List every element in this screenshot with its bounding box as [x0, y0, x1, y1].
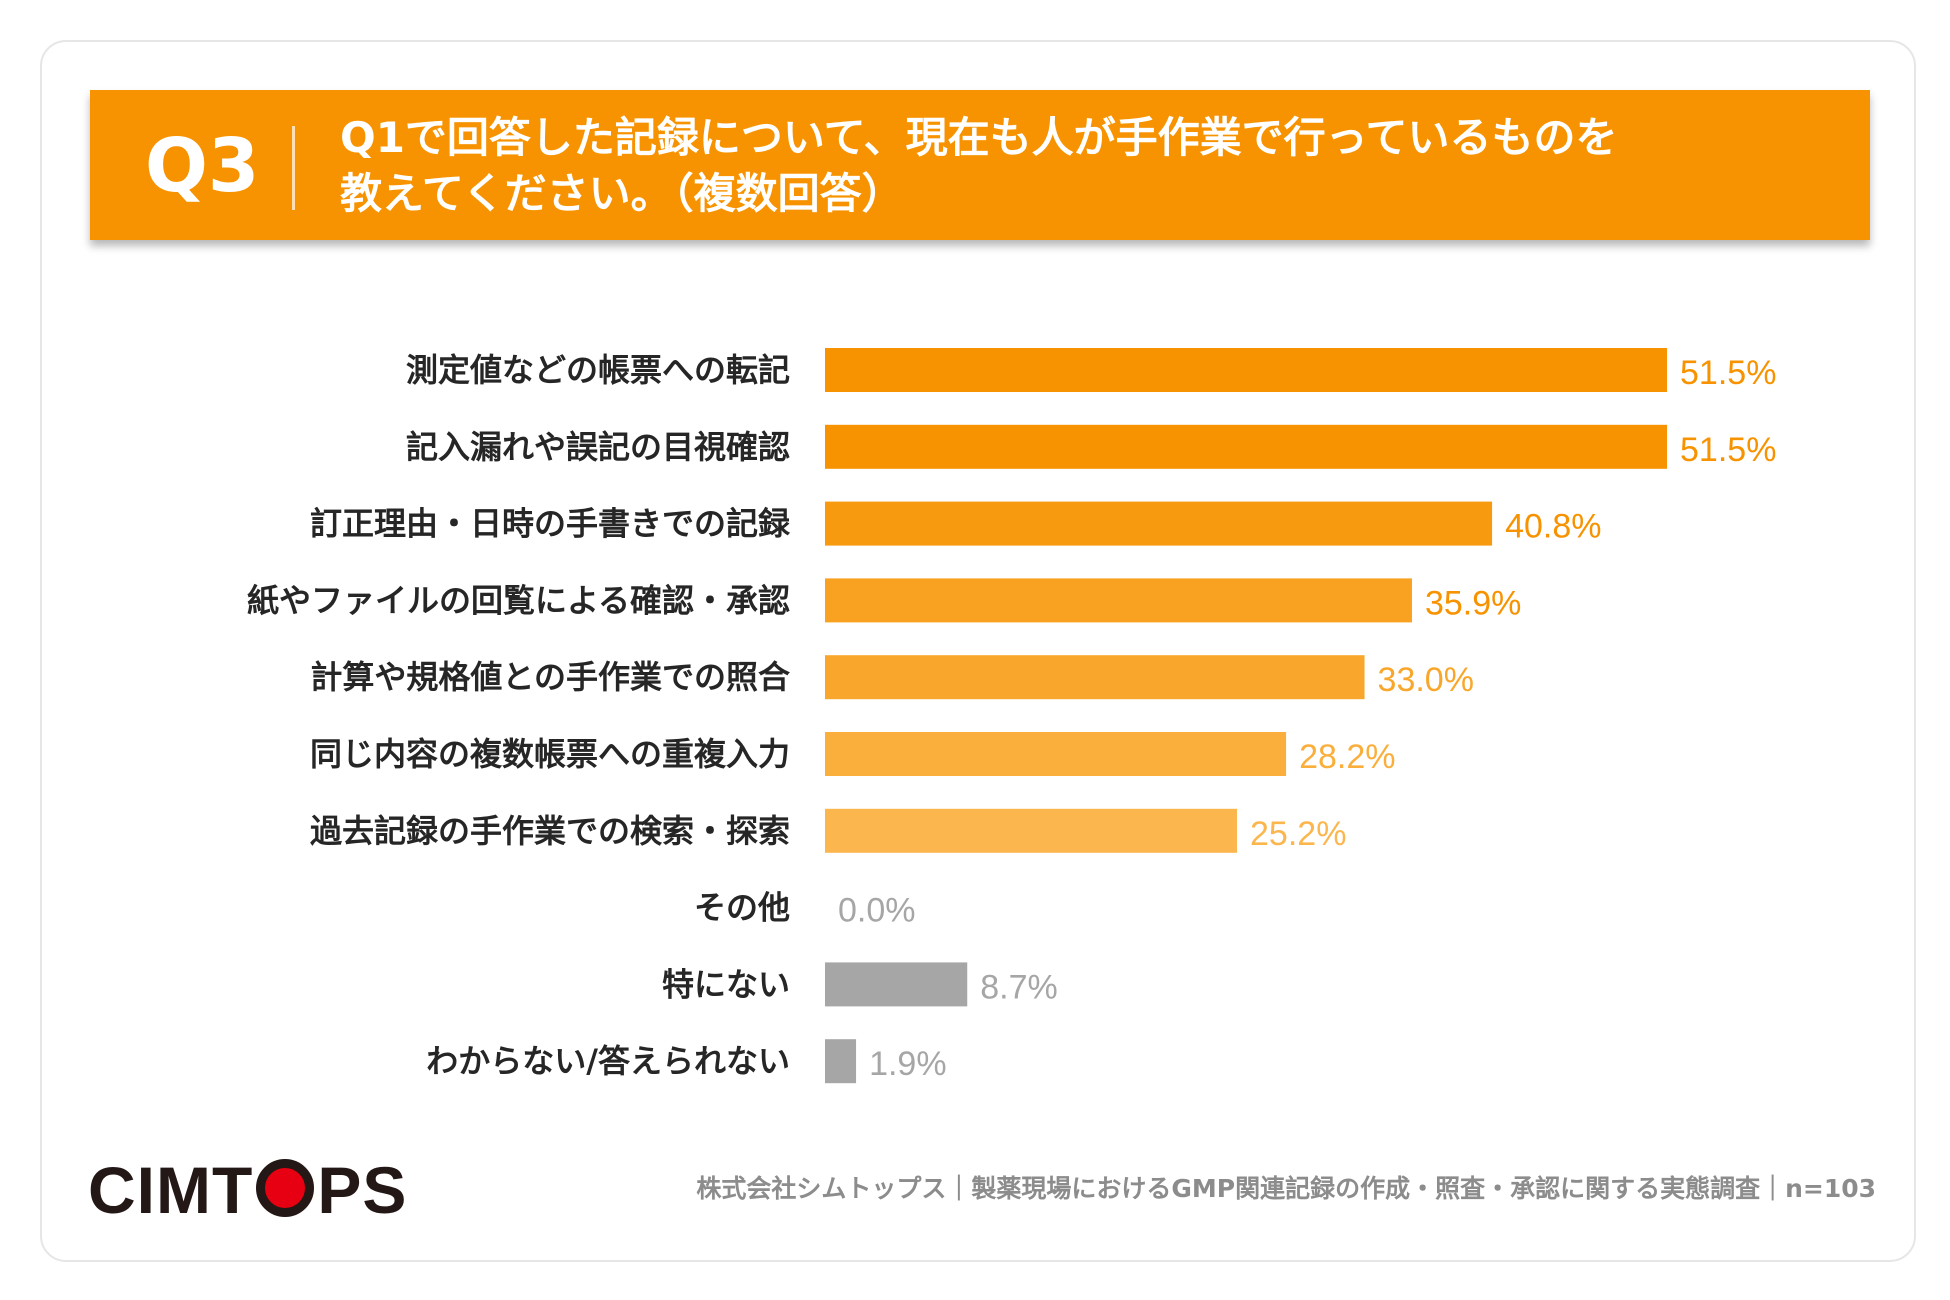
value-label: 28.2%	[1299, 738, 1395, 776]
card	[40, 40, 1916, 1262]
category-label: その他	[694, 889, 790, 927]
value-label: 51.5%	[1680, 431, 1776, 469]
bar	[825, 655, 1365, 700]
question-banner: Q3 Q1で回答した記録について、現在も人が手作業で行っているものを 教えてくだ…	[90, 90, 1870, 240]
category-label: わからない/答えられない	[426, 1042, 790, 1080]
question-number: Q3	[145, 123, 260, 209]
category-label: 過去記録の手作業での検索・探索	[310, 812, 790, 850]
category-label: 計算や規格値との手作業での照合	[310, 658, 790, 696]
question-divider	[292, 126, 295, 210]
bar	[825, 424, 1668, 469]
bar	[825, 962, 968, 1007]
category-label: 紙やファイルの回覧による確認・承認	[247, 581, 790, 619]
logo-text-t: T	[211, 1153, 254, 1227]
cimtops-logo: CIMT PS	[88, 1150, 407, 1230]
value-label: 25.2%	[1250, 815, 1346, 853]
value-label: 35.9%	[1425, 584, 1521, 622]
value-label: 51.5%	[1680, 354, 1776, 392]
question-line-1: Q1で回答した記録について、現在も人が手作業で行っているものを	[340, 113, 1618, 162]
category-label: 特にない	[662, 965, 790, 1003]
category-label: 記入漏れや誤記の目視確認	[406, 428, 790, 466]
value-label: 0.0%	[838, 892, 916, 930]
value-label: 40.8%	[1505, 508, 1601, 546]
logo-text-right: PS	[317, 1153, 408, 1227]
value-label: 8.7%	[980, 968, 1058, 1006]
bar	[825, 501, 1493, 546]
value-label: 1.9%	[869, 1045, 947, 1083]
question-line-2: 教えてください。（複数回答）	[340, 169, 904, 218]
value-label: 33.0%	[1378, 661, 1474, 699]
bar	[825, 348, 1668, 392]
logo-o-icon	[256, 1159, 315, 1217]
logo-text-left: CIM	[88, 1153, 212, 1227]
category-label: 同じ内容の複数帳票への重複入力	[310, 735, 790, 773]
bar	[825, 578, 1412, 623]
bar	[825, 808, 1238, 853]
question-text: Q1で回答した記録について、現在も人が手作業で行っているものを 教えてください。…	[340, 110, 1840, 222]
source-note: 株式会社シムトップス｜製薬現場におけるGMP関連記録の作成・照査・承認に関する実…	[696, 1174, 1876, 1203]
category-label: 訂正理由・日時の手書きでの記録	[310, 505, 791, 543]
bar	[825, 1039, 857, 1084]
bar	[825, 732, 1287, 776]
category-label: 測定値などの帳票への転記	[406, 351, 790, 389]
